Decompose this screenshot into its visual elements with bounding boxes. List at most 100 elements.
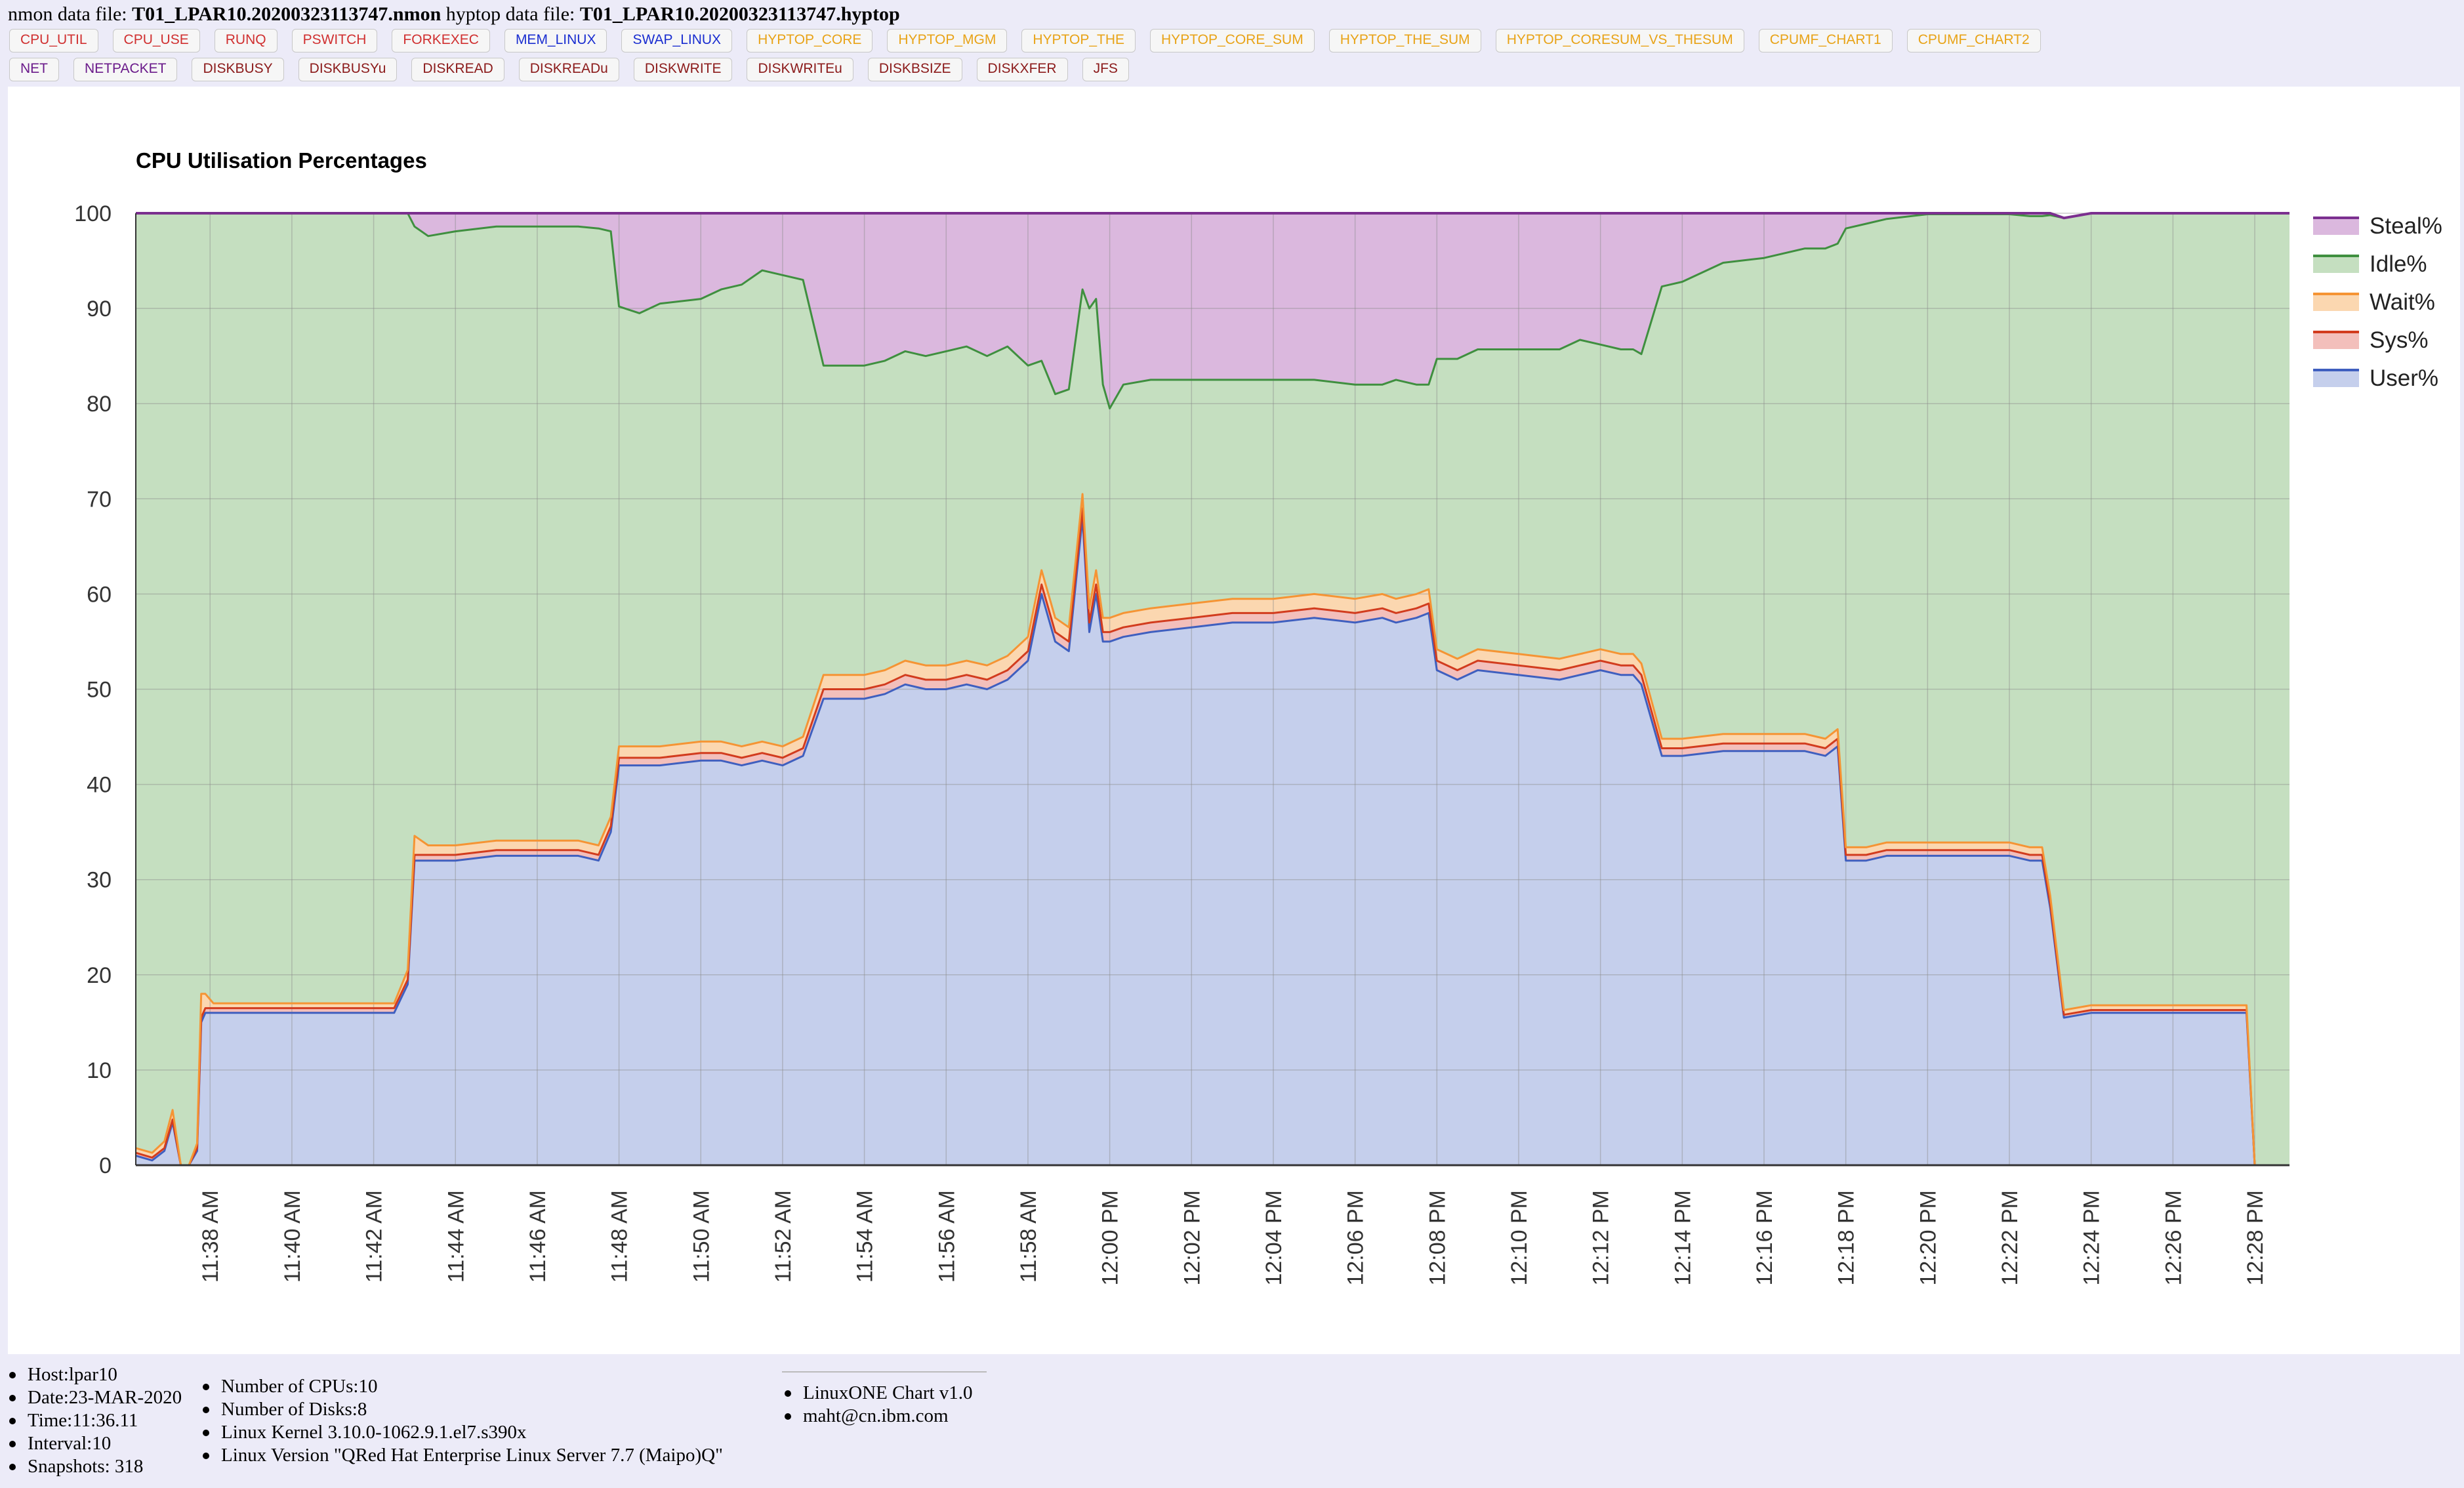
x-tick-label: 11:46 AM bbox=[525, 1190, 550, 1283]
y-tick-label: 40 bbox=[87, 773, 112, 798]
hyptop-file-name: T01_LPAR10.20200323113747.hyptop bbox=[579, 3, 900, 25]
x-tick-label: 12:24 PM bbox=[2080, 1190, 2105, 1286]
y-tick-label: 90 bbox=[87, 297, 112, 321]
chart-button-diskbusy[interactable]: DISKBUSY bbox=[192, 58, 284, 81]
x-tick-label: 12:02 PM bbox=[1180, 1190, 1204, 1286]
y-tick-label: 10 bbox=[87, 1058, 112, 1083]
host-info: Host:lpar10 Date:23-MAR-2020 Time:11:36.11… bbox=[7, 1363, 182, 1478]
info-item: Linux Kernel 3.10.0-1062.9.1.el7.s390x bbox=[200, 1421, 723, 1444]
chart-button-cpu-use[interactable]: CPU_USE bbox=[112, 29, 200, 52]
system-info: Number of CPUs:10 Number of Disks:8 Linux … bbox=[200, 1375, 723, 1467]
y-tick-label: 100 bbox=[74, 201, 112, 226]
cpu-utilisation-chart: CPU Utilisation Percentages 0 10 20 30 40 50 60… bbox=[74, 148, 2442, 1286]
chart-selector-row-2: NET NETPACKET DISKBUSY DISKBUSYu DISKREAD DIS… bbox=[9, 58, 1143, 81]
area-user bbox=[136, 518, 2289, 1165]
chart-button-forkexec[interactable]: FORKEXEC bbox=[392, 29, 490, 52]
chart-button-diskxfer[interactable]: DISKXFER bbox=[976, 58, 1068, 81]
x-tick-label: 11:50 AM bbox=[689, 1190, 714, 1283]
x-tick-label: 11:40 AM bbox=[280, 1190, 305, 1283]
x-tick-label: 11:42 AM bbox=[362, 1190, 387, 1283]
x-tick-label: 12:08 PM bbox=[1425, 1190, 1450, 1286]
x-tick-label: 12:18 PM bbox=[1834, 1190, 1859, 1286]
legend-swatch bbox=[2313, 218, 2359, 235]
info-item: Interval:10 bbox=[7, 1432, 182, 1455]
x-tick-label: 11:48 AM bbox=[607, 1190, 632, 1283]
info-item: Host:lpar10 bbox=[7, 1363, 182, 1386]
hyptop-file-prefix: hyptop data file: bbox=[441, 3, 580, 25]
info-item: Linux Version "QRed Hat Enterprise Linux… bbox=[200, 1444, 723, 1467]
chart-button-hyptop-the-sum[interactable]: HYPTOP_THE_SUM bbox=[1328, 29, 1481, 52]
chart-button-diskreadu[interactable]: DISKREADu bbox=[518, 58, 619, 81]
chart-selector-row-1: CPU_UTIL CPU_USE RUNQ PSWITCH FORKEXEC MEM_LI… bbox=[9, 29, 2055, 52]
x-tick-label: 12:14 PM bbox=[1670, 1190, 1695, 1286]
chart-button-net[interactable]: NET bbox=[9, 58, 59, 81]
chart-button-hyptop-core-sum[interactable]: HYPTOP_CORE_SUM bbox=[1150, 29, 1315, 52]
legend-swatch bbox=[2313, 370, 2359, 387]
y-tick-label: 80 bbox=[87, 392, 112, 417]
area-steal bbox=[136, 213, 2289, 409]
legend-swatch bbox=[2313, 294, 2359, 311]
chart-button-diskbusyu[interactable]: DISKBUSYu bbox=[298, 58, 398, 81]
y-tick-label: 20 bbox=[87, 963, 112, 988]
x-tick-label: 12:20 PM bbox=[1916, 1190, 1940, 1286]
chart-button-hyptop-mgm[interactable]: HYPTOP_MGM bbox=[887, 29, 1008, 52]
x-tick-label: 12:06 PM bbox=[1344, 1190, 1368, 1286]
chart-button-diskwriteu[interactable]: DISKWRITEu bbox=[747, 58, 853, 81]
about-info: LinuxONE Chart v1.0 maht@cn.ibm.com bbox=[782, 1371, 987, 1428]
chart-button-jfs[interactable]: JFS bbox=[1082, 58, 1129, 81]
chart-button-diskwrite[interactable]: DISKWRITE bbox=[633, 58, 733, 81]
x-tick-label: 12:26 PM bbox=[2161, 1190, 2186, 1286]
chart-button-cpumf-chart2[interactable]: CPUMF_CHART2 bbox=[1906, 29, 2041, 52]
chart-button-hyptop-the[interactable]: HYPTOP_THE bbox=[1021, 29, 1136, 52]
area-idle bbox=[136, 213, 2289, 1165]
legend-label-steal: Steal% bbox=[2370, 213, 2442, 239]
chart-button-hyptop-coresum-vs-thesum[interactable]: HYPTOP_CORESUM_VS_THESUM bbox=[1495, 29, 1744, 52]
x-tick-label: 12:22 PM bbox=[1998, 1190, 2023, 1286]
chart-button-diskread[interactable]: DISKREAD bbox=[411, 58, 504, 81]
x-tick-label: 11:54 AM bbox=[853, 1190, 878, 1283]
x-tick-label: 12:28 PM bbox=[2243, 1190, 2268, 1286]
x-tick-label: 12:12 PM bbox=[1589, 1190, 1614, 1286]
y-tick-label: 0 bbox=[99, 1153, 112, 1178]
file-header: nmon data file: T01_LPAR10.2020032311374… bbox=[8, 1, 900, 28]
legend-swatch bbox=[2313, 332, 2359, 349]
x-tick-label: 12:16 PM bbox=[1752, 1190, 1777, 1286]
chart-title: CPU Utilisation Percentages bbox=[136, 148, 427, 173]
chart-button-diskbsize[interactable]: DISKBSIZE bbox=[867, 58, 962, 81]
chart-button-hyptop-core[interactable]: HYPTOP_CORE bbox=[747, 29, 873, 52]
line-wait bbox=[135, 493, 2289, 1167]
chart-button-netpacket[interactable]: NETPACKET bbox=[73, 58, 178, 81]
info-item: Date:23-MAR-2020 bbox=[7, 1386, 182, 1409]
chart-button-pswitch[interactable]: PSWITCH bbox=[291, 29, 378, 52]
nmon-file-name: T01_LPAR10.20200323113747.nmon bbox=[132, 3, 441, 25]
chart-button-cpu-util[interactable]: CPU_UTIL bbox=[9, 29, 98, 52]
legend-label-user: User% bbox=[2370, 365, 2438, 391]
chart-button-runq[interactable]: RUNQ bbox=[214, 29, 277, 52]
y-tick-label: 30 bbox=[87, 868, 112, 893]
chart-button-mem-linux[interactable]: MEM_LINUX bbox=[504, 29, 607, 52]
info-item: Snapshots: 318 bbox=[7, 1455, 182, 1478]
legend-label-idle: Idle% bbox=[2370, 251, 2427, 277]
chart-button-cpumf-chart1[interactable]: CPUMF_CHART1 bbox=[1758, 29, 1893, 52]
x-tick-label: 12:00 PM bbox=[1098, 1190, 1123, 1286]
x-tick-label: 12:04 PM bbox=[1262, 1190, 1286, 1286]
line-user bbox=[135, 516, 2289, 1167]
line-steal bbox=[136, 212, 2289, 220]
x-tick-label: 11:52 AM bbox=[771, 1190, 796, 1283]
divider bbox=[782, 1371, 987, 1373]
legend-label-sys: Sys% bbox=[2370, 327, 2428, 353]
info-item: Time:11:36.11 bbox=[7, 1409, 182, 1432]
nmon-file-prefix: nmon data file: bbox=[8, 3, 133, 25]
legend-swatch bbox=[2313, 256, 2359, 273]
info-item: Number of Disks:8 bbox=[200, 1398, 723, 1421]
info-item: Number of CPUs:10 bbox=[200, 1375, 723, 1398]
x-tick-label: 12:10 PM bbox=[1507, 1190, 1532, 1286]
x-tick-label: 11:44 AM bbox=[443, 1190, 468, 1283]
chart-panel: CPU Utilisation Percentages 0 10 20 30 40 50 60… bbox=[8, 87, 2460, 1354]
x-tick-label: 11:56 AM bbox=[934, 1190, 959, 1283]
info-item: LinuxONE Chart v1.0 bbox=[782, 1382, 987, 1405]
chart-button-swap-linux[interactable]: SWAP_LINUX bbox=[621, 29, 733, 52]
y-tick-label: 60 bbox=[87, 582, 112, 607]
info-item: maht@cn.ibm.com bbox=[782, 1405, 987, 1428]
y-tick-label: 70 bbox=[87, 487, 112, 512]
